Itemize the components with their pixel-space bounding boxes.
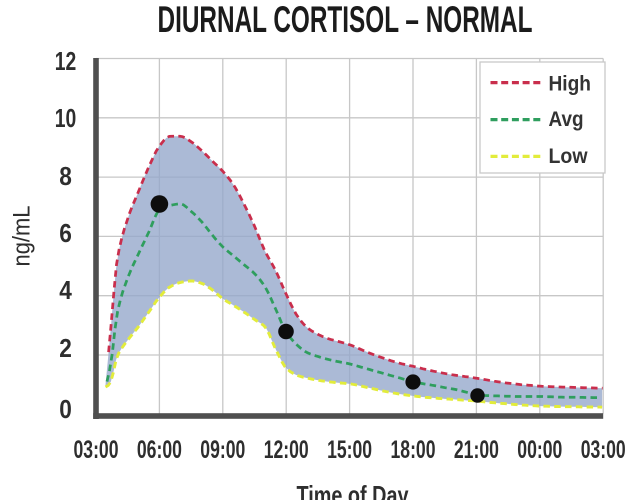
svg-text:10: 10	[55, 103, 77, 133]
svg-text:Time of Day: Time of Day	[297, 480, 409, 500]
svg-text:ng/mL: ng/mL	[9, 206, 36, 267]
svg-text:18:00: 18:00	[391, 436, 436, 464]
svg-text:2: 2	[59, 333, 72, 363]
svg-text:DIURNAL CORTISOL – NORMAL: DIURNAL CORTISOL – NORMAL	[158, 0, 533, 40]
svg-text:06:00: 06:00	[137, 436, 182, 464]
svg-text:4: 4	[59, 275, 72, 305]
svg-text:Avg: Avg	[549, 107, 584, 131]
svg-text:12: 12	[55, 46, 77, 76]
svg-text:00:00: 00:00	[517, 436, 562, 464]
svg-text:03:00: 03:00	[74, 436, 119, 464]
svg-text:Low: Low	[549, 144, 588, 168]
svg-text:0: 0	[59, 394, 72, 424]
svg-text:09:00: 09:00	[200, 436, 245, 464]
svg-text:21:00: 21:00	[454, 436, 499, 464]
svg-text:15:00: 15:00	[327, 436, 372, 464]
svg-text:6: 6	[59, 218, 72, 248]
svg-text:8: 8	[59, 161, 72, 191]
svg-text:12:00: 12:00	[264, 436, 309, 464]
svg-text:High: High	[549, 71, 592, 95]
svg-text:03:00: 03:00	[581, 436, 626, 464]
